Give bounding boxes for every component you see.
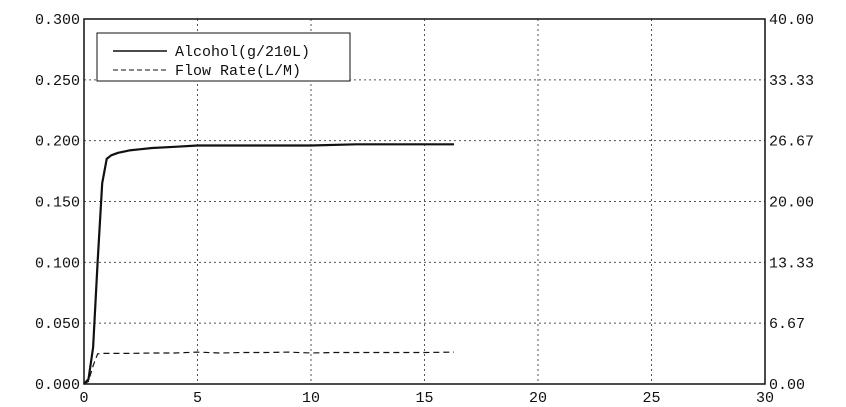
y-left-tick-label: 0.200 <box>35 134 80 151</box>
y-right-tick-label: 13.33 <box>769 255 814 272</box>
legend: Alcohol(g/210L) Flow Rate(L/M) <box>96 32 351 82</box>
x-tick-label: 25 <box>642 390 660 407</box>
legend-box <box>96 32 351 82</box>
series-lines <box>83 143 455 385</box>
y-right-tick-label: 40.00 <box>769 12 814 29</box>
y-left-tick-label: 0.150 <box>35 195 80 212</box>
x-tick-label: 30 <box>756 390 774 407</box>
y-right-tick-label: 33.33 <box>769 73 814 90</box>
series-line-alcohol <box>83 143 454 385</box>
y-right-tick-label: 26.67 <box>769 134 814 151</box>
y-left-tick-label: 0.050 <box>35 316 80 333</box>
x-tick-label: 10 <box>302 390 320 407</box>
y-left-tick-label: 0.000 <box>35 377 80 394</box>
x-tick-label: 5 <box>193 390 202 407</box>
x-tick-label: 20 <box>529 390 547 407</box>
y-right-tick-label: 6.67 <box>769 316 805 333</box>
y-right-tick-label: 0.00 <box>769 377 805 394</box>
series-line-flow-rate <box>83 351 455 385</box>
tick-labels: 0 5 10 15 20 25 30 0.000 0.050 0.100 0.150 0.200 0.2… <box>35 12 814 407</box>
y-left-tick-label: 0.250 <box>35 73 80 90</box>
y-left-tick-label: 0.300 <box>35 12 80 29</box>
plot-frame <box>83 18 766 385</box>
legend-label-flow-rate: Flow Rate(L/M) <box>175 63 301 80</box>
x-tick-label: 0 <box>79 390 88 407</box>
legend-label-alcohol: Alcohol(g/210L) <box>175 44 310 61</box>
y-left-tick-label: 0.100 <box>35 255 80 272</box>
y-right-tick-label: 20.00 <box>769 195 814 212</box>
x-tick-label: 15 <box>415 390 433 407</box>
